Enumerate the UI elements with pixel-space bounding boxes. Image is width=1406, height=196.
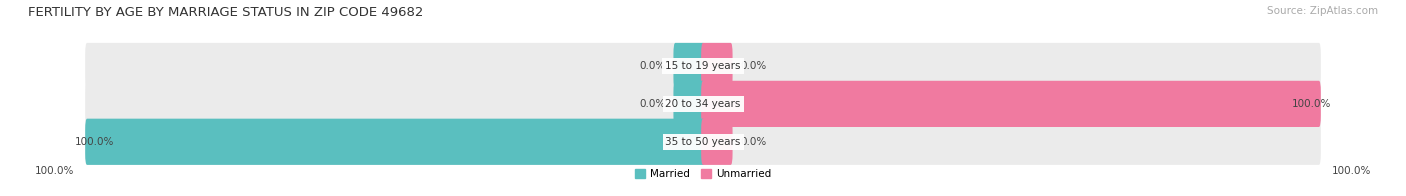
Legend: Married, Unmarried: Married, Unmarried: [630, 165, 776, 183]
Text: Source: ZipAtlas.com: Source: ZipAtlas.com: [1267, 6, 1378, 16]
FancyBboxPatch shape: [86, 43, 704, 89]
Text: FERTILITY BY AGE BY MARRIAGE STATUS IN ZIP CODE 49682: FERTILITY BY AGE BY MARRIAGE STATUS IN Z…: [28, 6, 423, 19]
Text: 100.0%: 100.0%: [35, 166, 75, 176]
Text: 20 to 34 years: 20 to 34 years: [665, 99, 741, 109]
FancyBboxPatch shape: [86, 119, 704, 165]
Text: 100.0%: 100.0%: [75, 137, 114, 147]
FancyBboxPatch shape: [702, 81, 1320, 127]
Text: 100.0%: 100.0%: [1292, 99, 1331, 109]
FancyBboxPatch shape: [673, 43, 704, 89]
Text: 100.0%: 100.0%: [1331, 166, 1371, 176]
FancyBboxPatch shape: [702, 119, 1320, 165]
FancyBboxPatch shape: [702, 81, 1320, 127]
FancyBboxPatch shape: [702, 43, 1320, 89]
FancyBboxPatch shape: [86, 119, 704, 165]
Text: 0.0%: 0.0%: [640, 99, 666, 109]
FancyBboxPatch shape: [86, 81, 704, 127]
Text: 15 to 19 years: 15 to 19 years: [665, 61, 741, 71]
FancyBboxPatch shape: [702, 43, 733, 89]
Text: 0.0%: 0.0%: [740, 61, 766, 71]
Text: 35 to 50 years: 35 to 50 years: [665, 137, 741, 147]
Text: 0.0%: 0.0%: [640, 61, 666, 71]
FancyBboxPatch shape: [673, 81, 704, 127]
FancyBboxPatch shape: [702, 119, 733, 165]
Text: 0.0%: 0.0%: [740, 137, 766, 147]
